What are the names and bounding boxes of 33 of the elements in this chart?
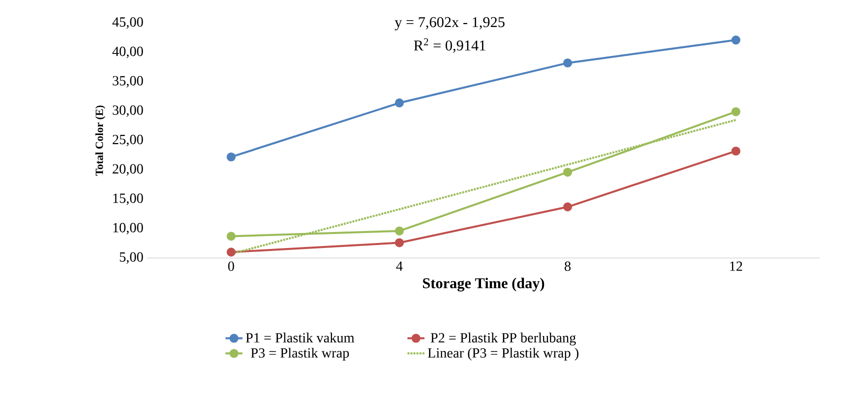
y-tick-label: 35,00 (112, 76, 143, 88)
legend-label: P3 = Plastik wrap (250, 348, 349, 360)
y-tick-label: 25,00 (112, 134, 143, 146)
point (731, 107, 740, 116)
legend-label: P1 = Plastik vakum (246, 332, 354, 343)
point (226, 232, 236, 241)
point (394, 238, 404, 248)
point (563, 202, 572, 212)
x-tick-label: 8 (564, 262, 571, 271)
annotation: R$^{2}$ = 0,9141 (414, 38, 486, 53)
legend-label: P2 = Plastik PP berlubang (430, 332, 576, 346)
annotation: y = 7,602x - 1,925 (394, 17, 505, 30)
y-tick-label: 40,00 (112, 46, 143, 58)
x-tick-label: 0 (228, 262, 234, 271)
point (226, 248, 236, 257)
point (563, 58, 572, 68)
y-tick-label: 15,00 (113, 194, 143, 205)
y-axis-title: Total Color (E) (95, 106, 106, 176)
y-tick-label: 30,00 (112, 105, 143, 117)
y-tick-label: 5,00 (120, 252, 143, 264)
y-tick-label: 20,00 (112, 164, 143, 176)
point (731, 36, 740, 45)
point (394, 98, 404, 108)
point (563, 168, 572, 177)
point (226, 152, 236, 162)
point (394, 226, 404, 236)
x-tick-label: 4 (396, 262, 403, 271)
point (731, 146, 740, 156)
x-tick-label: 12 (730, 262, 742, 271)
x-axis-title: Storage Time (day) (423, 278, 544, 292)
y-tick-label: 45,00 (112, 17, 143, 29)
legend-label: Linear (P3 = Plastik wrap ) (428, 348, 578, 360)
y-tick-label: 10,00 (113, 222, 143, 234)
